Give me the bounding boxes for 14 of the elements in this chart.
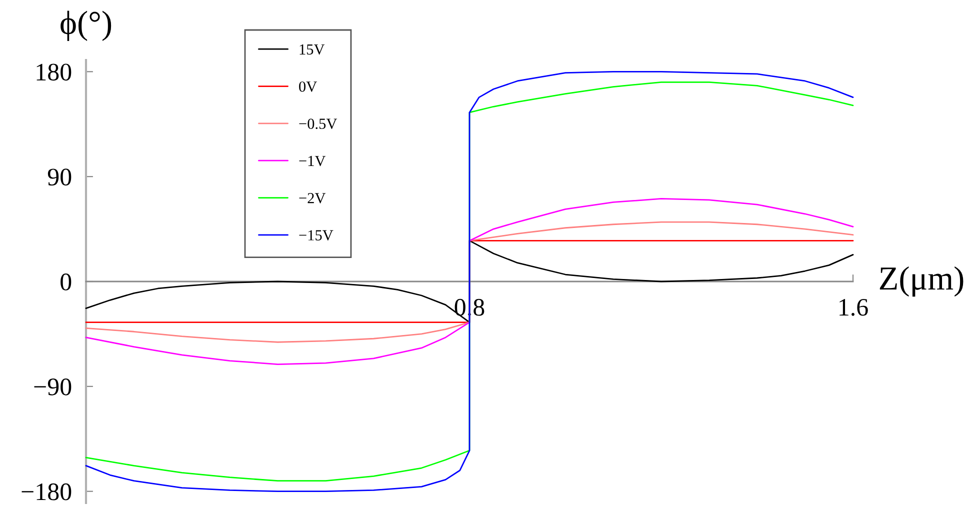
y-tick-label: 90 [48,168,72,186]
y-tick-label: −90 [34,378,72,396]
x-tick-label: 1.6 [840,298,868,316]
legend-label: 0V [299,81,317,92]
y-axis-title: ϕ(°) [60,10,112,42]
x-axis-title: Z(μm) [880,266,964,297]
legend-label: −0.5V [299,118,338,130]
y-tick-label: 180 [36,64,72,81]
legend-label: 15V [300,44,325,55]
legend-label: −15V [299,230,334,241]
legend-label: −2V [299,193,326,204]
y-tick-label: 0 [60,274,72,290]
y-tick-label: −180 [22,483,72,500]
legend-label: −1V [299,156,326,166]
